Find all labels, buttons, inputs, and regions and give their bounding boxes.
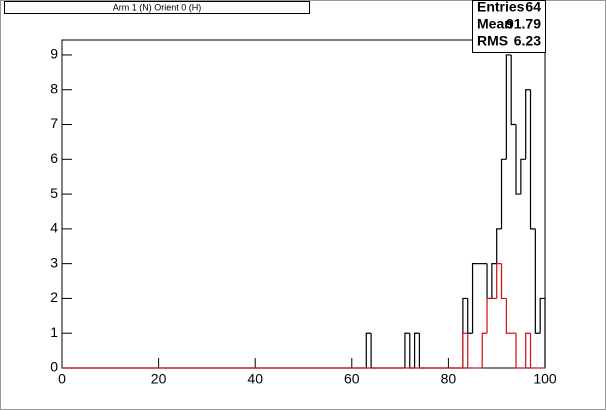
histogram-bin [515,124,521,195]
y-tick-label: 3 [50,254,58,270]
x-tick-label: 80 [441,371,457,387]
y-tick-label: 7 [50,115,58,131]
x-tick-label: 40 [247,371,263,387]
stat-value: 64 [525,0,541,15]
histogram-bin [520,158,526,195]
histogram-bin [462,332,468,368]
y-tick-label: 2 [50,289,58,305]
y-tick-label: 0 [50,359,58,375]
histogram-bin [525,89,531,160]
histogram-bin [515,333,521,369]
histogram-bin [505,54,512,160]
stat-label: Mean [477,16,513,32]
histogram-bin [467,333,473,369]
histogram-bin [525,332,531,368]
histogram-bin [500,158,507,229]
y-tick-label: 8 [50,80,58,96]
histogram-bin [496,263,502,299]
stat-value: 91.79 [506,16,541,32]
y-tick-label: 5 [50,185,58,201]
histogram-bin [539,297,546,368]
histogram-bin [365,332,372,368]
histogram-bin [413,332,420,368]
histogram-bin [500,263,507,300]
x-tick-label: 20 [151,371,167,387]
stat-value: 6.23 [514,33,541,49]
stat-label: RMS [477,33,508,49]
histogram-bin [505,298,512,334]
y-tick-label: 4 [50,220,58,236]
y-tick-label: 6 [50,150,58,166]
histogram-bin [496,228,502,264]
plot-frame [61,39,546,369]
histogram-bin [471,263,478,334]
histogram-bin [491,263,497,299]
x-tick-label: 60 [344,371,360,387]
stat-label: Entries [477,0,525,15]
histogram-bin [534,228,541,334]
chart-title: Arm 1 (N) Orient 0 (H) [113,2,202,12]
y-tick-label: 9 [50,46,58,62]
x-tick-label: 0 [58,371,66,387]
histogram-bin [510,54,517,126]
histogram-bin [486,297,492,334]
x-tick-label: 100 [533,371,557,387]
histogram-bin [404,332,410,368]
histogram-bin [481,332,488,368]
histogram-bin [529,333,536,369]
stats-box [472,0,546,53]
y-tick-label: 1 [50,324,58,340]
title-box [4,1,310,14]
histogram-bin [529,89,536,230]
